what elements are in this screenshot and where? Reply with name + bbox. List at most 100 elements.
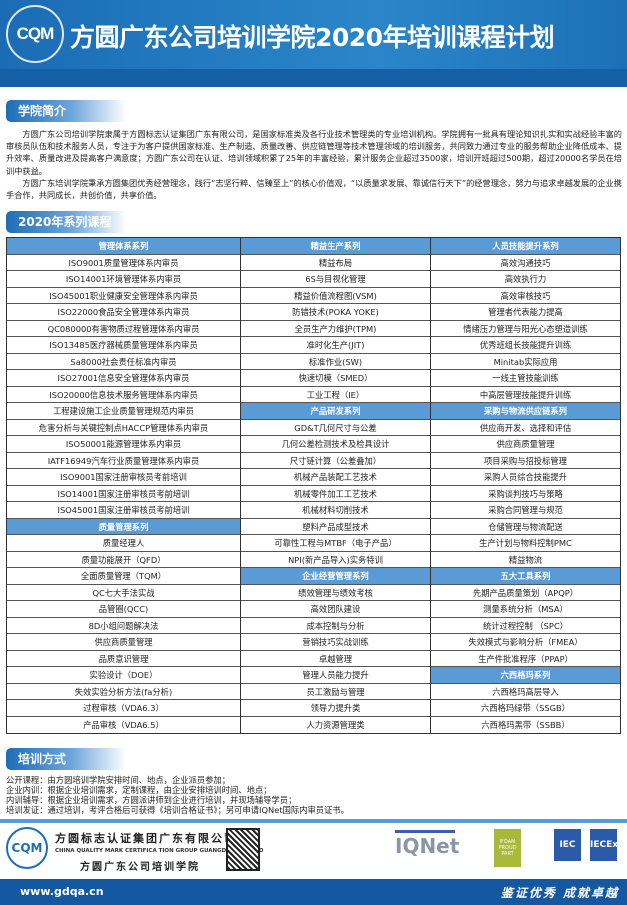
- course-cell: Minitab实际应用: [431, 354, 620, 370]
- method-line: 公开课程：由方圆培训学院安排时间、地点，企业派员参加；: [6, 775, 231, 785]
- course-table: 管理体系系列 ISO9001质量管理体系内审员 ISO14001环境管理体系内审员 I…: [6, 237, 621, 734]
- website-link[interactable]: www.gdqa.cn: [20, 885, 104, 898]
- intro-text: 方圆广东公司培训学院隶属于方圆标志认证集团广东有限公司，是国家标准类及各行业技术…: [6, 128, 622, 201]
- method-line: 企业内训：根据企业培训需求，定制课程，由企业安排培训时间、地点；: [6, 785, 272, 795]
- course-cell: 采购人员综合技能提升: [431, 469, 620, 486]
- course-cell: 情绪压力管理与阳光心态塑造训练: [431, 321, 620, 337]
- iecex-logo: IECEx: [590, 829, 618, 861]
- course-cell: 先期产品质量策划（APQP）: [431, 585, 620, 601]
- course-cell: 领导力提升类: [241, 700, 430, 717]
- course-cell: 六西格玛黑带（SSBB）: [481, 719, 570, 730]
- series-header: 产品研发系列: [241, 403, 430, 420]
- intro-paragraph: 方圆广东培训学院秉承方圆集团优秀经营理念，践行“志坚行粹、信臻至上”的核心价值观…: [6, 177, 622, 201]
- course-cell: ISO14001国家注册审核员考前培训: [7, 486, 240, 502]
- course-column: 精益生产系列 精益布局 6S与目视化管理 精益价值流程图(VSM) 防错技术(POKA …: [240, 238, 430, 733]
- course-cell: 人力资源管理类: [306, 719, 365, 730]
- course-cell: 采购谈判技巧与策略: [431, 486, 620, 502]
- series-header: 五大工具系列: [431, 568, 620, 585]
- qr-code-icon: [226, 828, 260, 871]
- course-cell: ISO14001环境管理体系内审员: [7, 271, 240, 288]
- course-cell: 测量系统分析（MSA）: [431, 601, 620, 618]
- logo-text: CQM: [11, 841, 43, 855]
- course-cell: ISO9001国家注册审核员考前培训: [7, 469, 240, 486]
- course-cell: 过程审核（VDA6.3）: [7, 700, 240, 717]
- series-header: 采购与物流供应链系列: [431, 403, 620, 420]
- course-cell: ISO9001质量管理体系内审员: [7, 255, 240, 271]
- ifoam-logo: IFOAM PROUD PART: [494, 829, 521, 867]
- iec-logo: IEC: [554, 829, 581, 861]
- course-cell: 几何公差检测技术及检具设计: [241, 436, 430, 453]
- course-cell: 防错技术(POKA YOKE): [241, 304, 430, 321]
- course-cell: 实验设计（DOE）: [7, 667, 240, 684]
- course-cell: 采购合同管理与规范: [431, 502, 620, 519]
- course-cell: 供应商质量管理: [7, 634, 240, 651]
- course-cell: 高效执行力: [431, 271, 620, 288]
- course-cell: QC七大手法实战: [7, 585, 240, 601]
- course-cell: 一线主管技能训练: [431, 370, 620, 387]
- series-header: 企业经营管理系列: [241, 568, 430, 585]
- course-cell: 危害分析与关键控制点HACCP管理体系内审员: [7, 420, 240, 436]
- course-cell: 管理者代表能力提高: [431, 304, 620, 321]
- course-cell: 员工激励与管理: [241, 684, 430, 700]
- series-header: 人员技能提升系列: [431, 238, 620, 255]
- course-cell: 全员生产力维护(TPM): [241, 321, 430, 337]
- course-cell: 标准作业(SW): [241, 354, 430, 370]
- method-line: 培训发证：通过培训，考评合格后可获得《培训合格证书》；另可申请IQNet国际内审…: [6, 805, 349, 815]
- course-cell: 机械产品装配工艺技术: [241, 469, 430, 486]
- course-cell: 工业工程（IE）: [241, 387, 430, 403]
- course-cell: 生产计划与物料控制PMC: [431, 535, 620, 552]
- course-cell: 供应商开发、选择和评估: [431, 420, 620, 436]
- series-header: 六西格玛系列: [431, 667, 620, 684]
- course-cell: 质量经理人: [7, 535, 240, 552]
- course-cell: 精益价值流程图(VSM): [241, 288, 430, 304]
- academy-name: 方圆广东公司培训学院: [80, 862, 200, 873]
- course-cell: 六西格玛高层导入: [431, 684, 620, 700]
- course-cell: 项目采购与招投标管理: [431, 453, 620, 469]
- course-cell: 仓储管理与物流配送: [431, 519, 620, 535]
- course-cell: 优秀班组长技能提升训练: [431, 337, 620, 354]
- course-cell: 精益布局: [241, 255, 430, 271]
- course-cell: 营销技巧实战训练: [241, 634, 430, 651]
- page-title: 方圆广东公司培训学院2020年培训课程计划: [70, 23, 555, 52]
- course-cell: IATF16949汽车行业质量管理体系内审员: [7, 453, 240, 469]
- series-header: 管理体系系列: [7, 238, 240, 255]
- course-cell: ISO50001能源管理体系内审员: [7, 436, 240, 453]
- course-cell: 高效审核技巧: [431, 288, 620, 304]
- course-cell: 机械材料切削技术: [241, 502, 430, 519]
- training-methods: 公开课程：由方圆培训学院安排时间、地点，企业派员参加； 企业内训：根据企业培训需…: [6, 775, 349, 815]
- series-header: 质量管理系列: [7, 518, 240, 535]
- course-cell: 品质意识管理: [7, 651, 240, 667]
- section-tab-courses: 2020年系列课程: [6, 211, 126, 233]
- slogan: 鉴证优秀 成就卓越: [500, 886, 619, 900]
- course-cell: 生产件批准程序（PPAP）: [431, 651, 620, 667]
- course-column: 人员技能提升系列 高效沟通技巧 高效执行力 高效审核技巧 管理者代表能力提高 情绪压力管理…: [430, 238, 620, 733]
- section-tab-intro: 学院简介: [6, 100, 126, 122]
- course-cell: 高效沟通技巧: [431, 255, 620, 271]
- course-cell: 可靠性工程与MTBF（电子产品）: [241, 535, 430, 552]
- footer-cqm-logo: CQM: [6, 827, 48, 869]
- course-cell: ISO45001职业健康安全管理体系内审员: [7, 288, 240, 304]
- course-cell: 精益物流: [431, 552, 620, 568]
- course-cell: 8D小组问题解决法: [7, 618, 240, 634]
- course-cell: 准时化生产(JIT): [241, 337, 430, 354]
- course-cell: 成本控制与分析: [241, 618, 430, 634]
- course-cell: NPI(新产品导入)实务特训: [241, 552, 430, 568]
- course-cell: Sa8000社会责任标准内审员: [7, 354, 240, 370]
- course-cell: 塑料产品成型技术: [241, 519, 430, 535]
- course-cell: QC080000有害物质过程管理体系内审员: [7, 321, 240, 337]
- course-cell: 工程建设施工企业质量管理规范内审员: [7, 403, 240, 420]
- course-cell: 失效模式与影响分析（FMEA）: [431, 634, 620, 651]
- course-cell: ISO27001信息安全管理体系内审员: [7, 370, 240, 387]
- course-cell: 全面质量管理（TQM）: [7, 568, 240, 585]
- course-cell: 失效实验分析方法(fa分析): [7, 684, 240, 700]
- course-cell: 高效团队建设: [241, 601, 430, 618]
- course-column: 管理体系系列 ISO9001质量管理体系内审员 ISO14001环境管理体系内审员 I…: [7, 238, 240, 733]
- method-line: 内训辅导：根据企业培训需求，方圆派讲师到企业进行培训，并现场辅导学员；: [6, 795, 297, 805]
- header-band: [0, 69, 627, 87]
- course-cell: 质量功能展开（QFD）: [7, 552, 240, 568]
- footer-bar: www.gdqa.cn 鉴证优秀 成就卓越: [0, 879, 627, 905]
- course-cell: 统计过程控制 （SPC）: [431, 618, 620, 634]
- course-cell: 中高层管理技能提升训练: [431, 387, 620, 403]
- course-cell: 产品审核（VDA6.5）: [83, 719, 164, 730]
- intro-paragraph: 方圆广东公司培训学院隶属于方圆标志认证集团广东有限公司，是国家标准类及各行业技术…: [6, 129, 622, 176]
